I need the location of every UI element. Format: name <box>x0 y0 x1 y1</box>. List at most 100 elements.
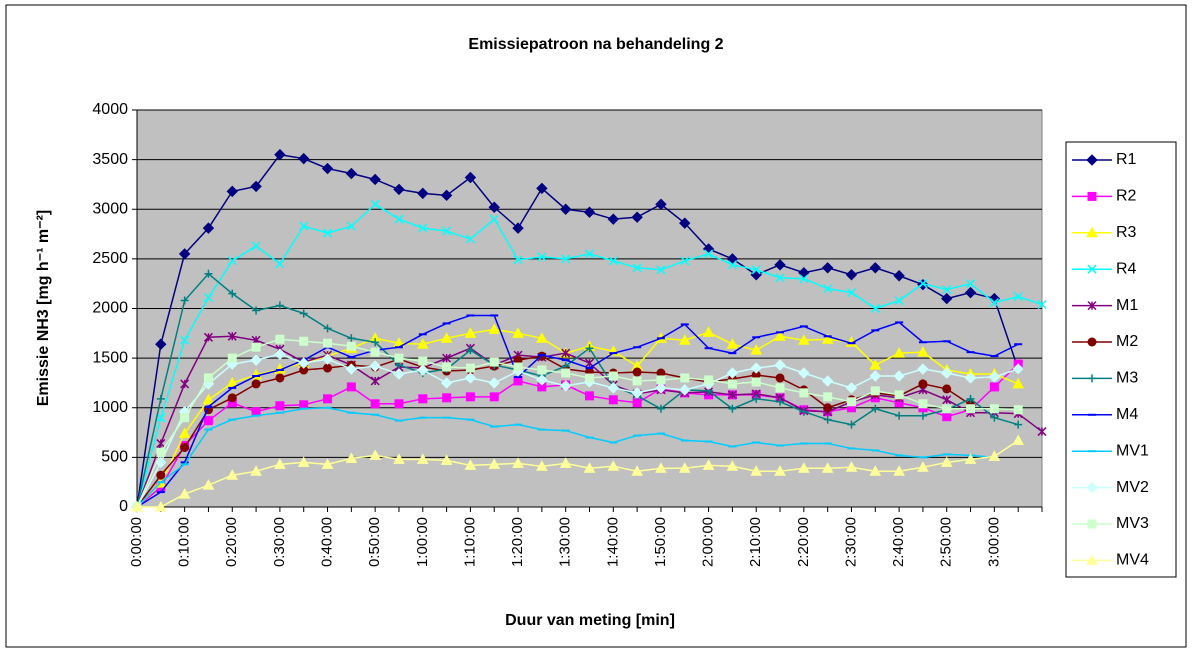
data-marker <box>941 292 953 305</box>
data-marker <box>298 357 310 369</box>
data-marker <box>489 357 499 367</box>
data-marker <box>275 334 285 344</box>
x-tick-label: 1:30:00 <box>557 517 574 567</box>
data-marker <box>847 420 856 429</box>
data-marker <box>678 462 691 473</box>
data-marker <box>299 221 309 231</box>
legend <box>1065 141 1177 578</box>
legend-marker <box>1087 301 1097 311</box>
data-marker <box>607 382 620 394</box>
data-marker <box>180 335 190 345</box>
data-marker <box>894 296 904 306</box>
data-marker <box>918 279 928 289</box>
x-tick-label: 0:40:00 <box>318 517 335 567</box>
data-marker <box>464 459 477 470</box>
data-marker <box>776 397 785 406</box>
data-marker <box>679 217 691 229</box>
data-marker <box>559 457 572 468</box>
data-marker <box>370 376 380 386</box>
x-tick-label: 3:00:00 <box>985 517 1002 567</box>
data-marker <box>680 373 690 383</box>
data-marker <box>178 427 191 439</box>
data-marker <box>227 393 237 403</box>
data-marker <box>726 338 739 349</box>
data-marker <box>607 213 620 225</box>
data-marker <box>869 262 881 274</box>
data-marker <box>989 298 999 308</box>
data-marker <box>297 456 310 467</box>
data-marker <box>178 488 191 499</box>
data-marker <box>465 392 475 402</box>
legend-label: MV1 <box>1116 442 1149 459</box>
data-marker <box>655 198 667 210</box>
legend-label: M4 <box>1116 406 1138 423</box>
data-marker <box>345 452 358 463</box>
data-marker <box>656 404 665 413</box>
x-tick-label: 2:50:00 <box>938 517 955 567</box>
data-marker <box>823 415 832 424</box>
data-marker <box>1037 427 1047 437</box>
data-marker <box>251 407 261 417</box>
data-marker <box>656 375 666 385</box>
data-marker <box>942 285 952 295</box>
data-marker <box>917 363 929 375</box>
data-marker <box>775 273 785 283</box>
data-marker <box>893 347 905 358</box>
data-marker <box>416 338 429 349</box>
data-marker <box>370 399 380 409</box>
data-marker <box>512 457 524 468</box>
data-marker <box>751 377 761 387</box>
data-marker <box>536 332 548 343</box>
x-tick-label: 0:10:00 <box>176 517 193 567</box>
data-marker <box>512 327 524 338</box>
data-marker <box>702 459 715 470</box>
data-marker <box>845 382 858 394</box>
data-marker <box>537 252 547 262</box>
x-tick-label: 2:10:00 <box>747 517 764 567</box>
x-tick-label: 0:20:00 <box>223 517 240 567</box>
data-marker <box>323 324 332 333</box>
data-marker <box>750 362 762 374</box>
data-marker <box>251 379 261 389</box>
data-marker <box>1014 420 1023 429</box>
data-marker <box>393 368 405 380</box>
data-marker <box>797 334 810 345</box>
data-marker <box>989 404 999 414</box>
data-marker <box>988 371 1001 383</box>
data-marker <box>345 363 358 375</box>
data-marker <box>561 368 571 378</box>
y-axis-title: Emissie NH3 [mg h⁻¹ m⁻²] <box>35 210 52 406</box>
data-marker <box>559 380 572 392</box>
data-marker <box>679 384 691 396</box>
data-marker <box>727 379 737 389</box>
data-marker <box>369 449 382 460</box>
data-marker <box>1012 434 1025 446</box>
legend-marker <box>1086 554 1098 565</box>
legend-label: M1 <box>1116 297 1138 314</box>
data-marker <box>584 249 595 259</box>
data-marker <box>465 363 475 373</box>
data-marker <box>561 348 571 358</box>
data-marker <box>203 293 213 303</box>
data-marker <box>488 458 501 469</box>
series <box>133 406 999 508</box>
data-marker <box>299 309 308 318</box>
legend-label: R4 <box>1116 260 1137 277</box>
data-marker <box>465 234 475 244</box>
y-tick-label: 1000 <box>92 399 128 416</box>
data-marker <box>442 353 452 363</box>
data-marker <box>466 346 475 355</box>
data-marker <box>488 377 500 389</box>
data-marker <box>250 354 262 366</box>
data-marker <box>799 274 809 284</box>
data-marker <box>250 180 262 193</box>
series <box>131 434 1025 512</box>
data-marker <box>227 331 237 341</box>
data-marker <box>489 214 499 224</box>
data-marker <box>893 370 905 382</box>
data-marker <box>202 393 215 405</box>
data-line <box>137 439 1019 508</box>
data-marker <box>252 306 261 315</box>
data-marker <box>655 382 667 394</box>
data-marker <box>704 375 714 385</box>
